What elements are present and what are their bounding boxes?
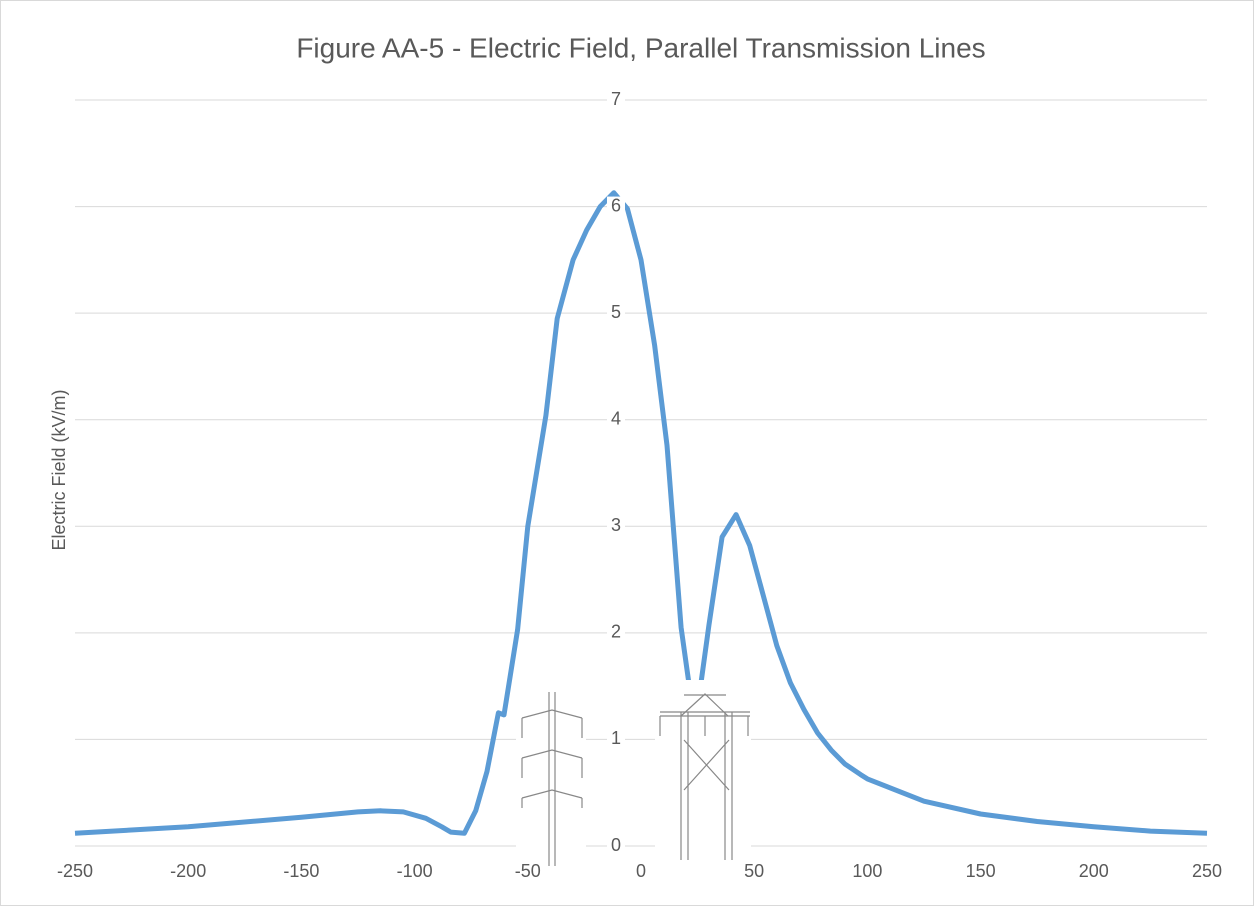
grid bbox=[75, 99, 1207, 847]
plot bbox=[74, 190, 1208, 836]
y-axis-label: Electric Field (kV/m) bbox=[49, 389, 69, 550]
x-tick-label: -250 bbox=[57, 861, 93, 881]
x-tick-label: 250 bbox=[1192, 861, 1222, 881]
y-tick-label: 0 bbox=[611, 835, 621, 855]
x-tick-label: -200 bbox=[170, 861, 206, 881]
chart-title: Figure AA-5 - Electric Field, Parallel T… bbox=[296, 32, 985, 63]
y-tick-label: 2 bbox=[611, 622, 621, 642]
x-tick-label: 200 bbox=[1079, 861, 1109, 881]
tower-illustrations bbox=[516, 680, 751, 868]
tower-background bbox=[655, 680, 751, 862]
y-tick-label-background bbox=[607, 196, 625, 217]
y-tick-label-background bbox=[607, 90, 625, 110]
y-tick-label-background bbox=[607, 516, 625, 537]
x-tick-label: 150 bbox=[966, 861, 996, 881]
tower-right bbox=[659, 693, 750, 860]
x-tick-label: 50 bbox=[744, 861, 764, 881]
x-tick-label: 100 bbox=[852, 861, 882, 881]
y-tick-label: 1 bbox=[611, 728, 621, 748]
y-tick-label: 3 bbox=[611, 515, 621, 535]
x-tick-label: -50 bbox=[515, 861, 541, 881]
y-tick-label: 5 bbox=[611, 302, 621, 322]
x-tick-label: -150 bbox=[283, 861, 319, 881]
tower-background bbox=[516, 688, 586, 868]
y-tick-label-background bbox=[607, 729, 625, 750]
y-tick-label-background bbox=[607, 622, 625, 643]
y-tick-label-background bbox=[607, 836, 625, 856]
tick-labels: 0 1 2 3 4 5 6 7 -250 -200 -150 -100 -50 0 50 100 150 200 2… bbox=[57, 89, 1222, 881]
y-tick-label: 6 bbox=[611, 195, 621, 215]
y-tick-label: 4 bbox=[611, 408, 621, 428]
x-tick-label: 0 bbox=[636, 861, 646, 881]
y-tick-label: 7 bbox=[611, 89, 621, 109]
data-line bbox=[74, 190, 1208, 836]
tower-left bbox=[521, 692, 583, 866]
x-tick-label: -100 bbox=[397, 861, 433, 881]
y-tick-label-background bbox=[607, 303, 625, 324]
y-tick-label-background bbox=[607, 409, 625, 430]
